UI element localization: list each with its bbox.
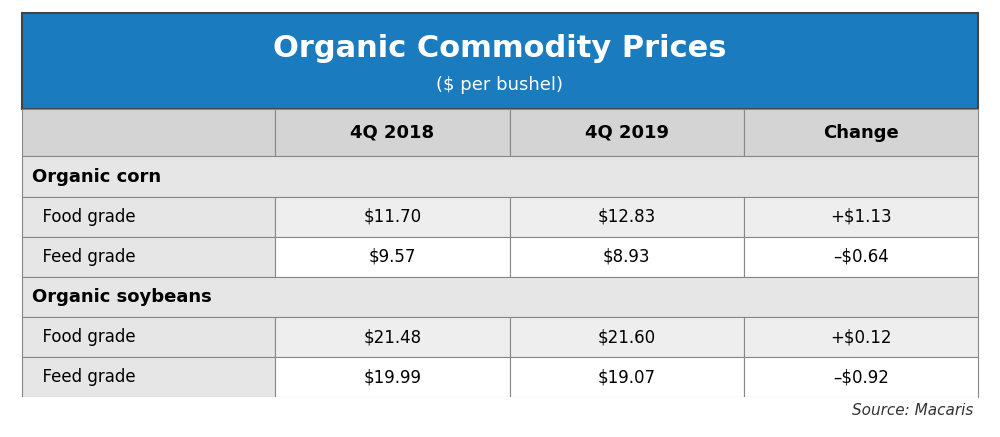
Bar [744, 197, 978, 237]
Text: $21.60: $21.60 [598, 328, 656, 346]
Text: Food grade: Food grade [32, 328, 136, 346]
Bar [744, 317, 978, 357]
Text: $19.99: $19.99 [363, 368, 421, 386]
Bar [275, 357, 510, 397]
Bar [510, 237, 744, 277]
Text: $12.83: $12.83 [598, 208, 656, 225]
Text: $11.70: $11.70 [363, 208, 422, 225]
Bar [275, 197, 510, 237]
Text: Organic Commodity Prices: Organic Commodity Prices [273, 34, 727, 63]
Bar [22, 109, 275, 156]
Text: Organic corn: Organic corn [32, 167, 161, 186]
Text: –$0.64: –$0.64 [833, 248, 889, 266]
Bar [22, 317, 275, 357]
Text: 4Q 2019: 4Q 2019 [585, 124, 669, 142]
Bar [744, 109, 978, 156]
Bar [510, 317, 744, 357]
Bar [22, 397, 978, 424]
Bar [22, 357, 275, 397]
Text: ($ per bushel): ($ per bushel) [436, 76, 564, 94]
Bar [275, 109, 510, 156]
Text: Change: Change [823, 124, 899, 142]
Bar [22, 13, 978, 109]
Text: +$0.12: +$0.12 [830, 328, 892, 346]
Bar [510, 197, 744, 237]
Bar [510, 357, 744, 397]
Bar [275, 317, 510, 357]
Bar [275, 237, 510, 277]
Bar [510, 109, 744, 156]
Bar [744, 237, 978, 277]
Text: $19.07: $19.07 [598, 368, 656, 386]
Text: Source: Macaris: Source: Macaris [852, 403, 973, 418]
Bar [22, 156, 978, 197]
Text: Feed grade: Feed grade [32, 368, 136, 386]
Text: –$0.92: –$0.92 [833, 368, 889, 386]
Text: 4Q 2018: 4Q 2018 [350, 124, 435, 142]
Bar [22, 197, 275, 237]
Text: $8.93: $8.93 [603, 248, 650, 266]
Text: +$1.13: +$1.13 [830, 208, 892, 225]
Bar [22, 237, 275, 277]
Text: Feed grade: Feed grade [32, 248, 136, 266]
Text: $9.57: $9.57 [369, 248, 416, 266]
Bar [22, 277, 978, 317]
Text: Organic soybeans: Organic soybeans [32, 288, 212, 306]
Text: $21.48: $21.48 [363, 328, 422, 346]
Bar [744, 357, 978, 397]
Text: Food grade: Food grade [32, 208, 136, 225]
